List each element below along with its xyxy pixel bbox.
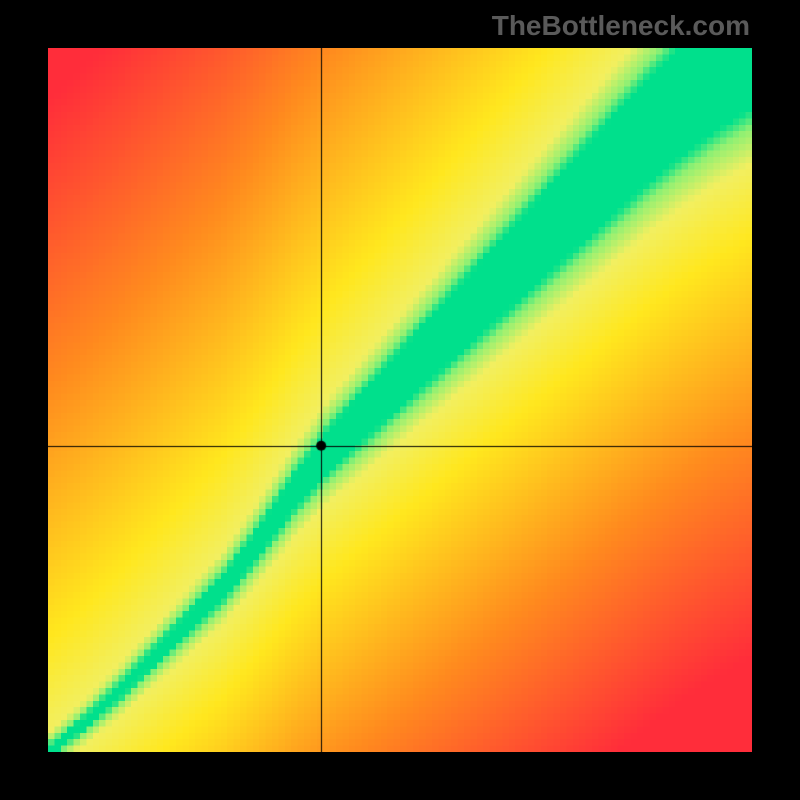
watermark-text: TheBottleneck.com [492,10,750,42]
bottleneck-heatmap [48,48,752,752]
figure-root: TheBottleneck.com [0,0,800,800]
